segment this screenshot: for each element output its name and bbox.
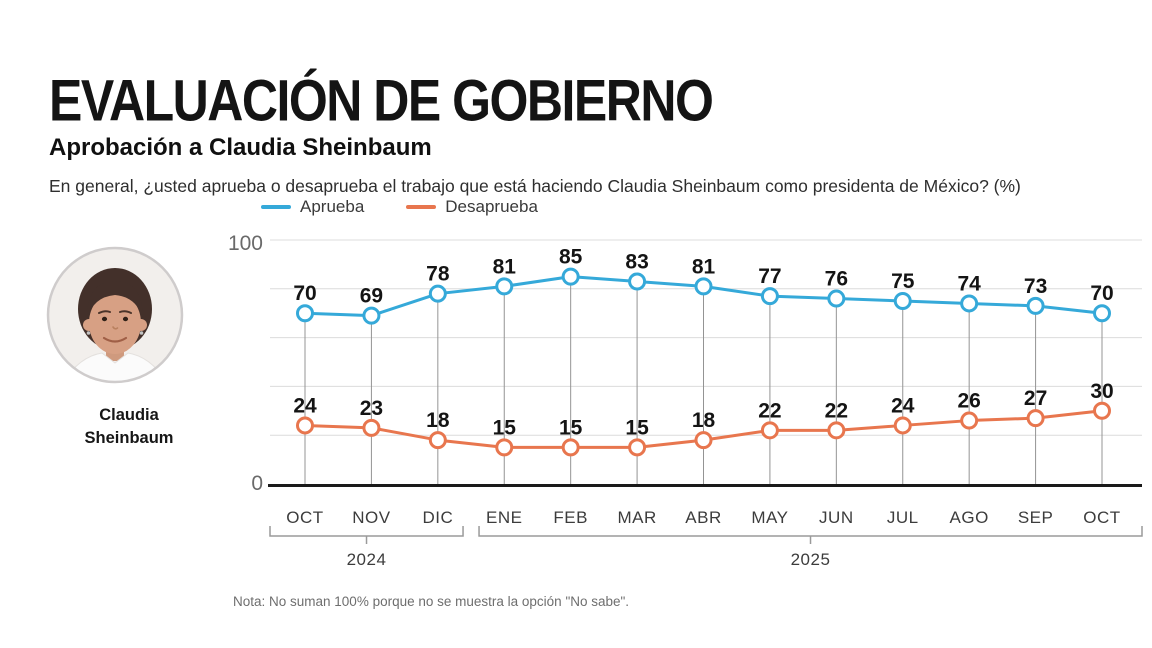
- aprueba-point-marker: [428, 284, 447, 303]
- desaprueba-point-marker: [893, 416, 912, 435]
- person-name: Claudia Sheinbaum: [49, 404, 209, 450]
- desaprueba-value-label: 24: [293, 394, 317, 417]
- desaprueba-point-marker: [760, 421, 779, 440]
- desaprueba-value-label: 24: [891, 394, 915, 417]
- month-label: JUN: [819, 508, 854, 527]
- aprueba-point-marker: [1093, 304, 1111, 323]
- aprueba-value-label: 81: [493, 255, 517, 278]
- month-label: JUL: [887, 508, 919, 527]
- month-label: MAY: [751, 508, 788, 527]
- desaprueba-point-marker: [694, 431, 713, 450]
- aprueba-line-swatch: [261, 205, 291, 209]
- month-label: DIC: [422, 508, 453, 527]
- aprueba-value-label: 69: [360, 285, 383, 308]
- month-label: MAR: [617, 508, 656, 527]
- desaprueba-value-label: 22: [758, 399, 781, 422]
- aprueba-value-label: 81: [692, 255, 716, 278]
- desaprueba-value-label: 22: [825, 399, 848, 422]
- desaprueba-value-label: 18: [426, 409, 450, 432]
- aprueba-value-label: 85: [559, 246, 583, 269]
- aprueba-value-label: 76: [825, 268, 848, 291]
- y-tick-label: 100: [228, 232, 263, 255]
- month-label: SEP: [1018, 508, 1054, 527]
- aprueba-point-marker: [296, 304, 314, 323]
- desaprueba-point-marker: [495, 438, 514, 457]
- legend-item-desaprueba: Desaprueba: [406, 197, 538, 217]
- desaprueba-point-marker: [1093, 401, 1111, 420]
- desaprueba-point-marker: [296, 416, 314, 435]
- aprueba-point-marker: [628, 272, 647, 291]
- aprueba-value-label: 74: [957, 272, 981, 295]
- claudia-sheinbaum-photo: [45, 245, 185, 385]
- desaprueba-value-label: 15: [493, 416, 517, 439]
- aprueba-value-label: 75: [891, 270, 915, 293]
- y-tick-label: 0: [251, 472, 263, 495]
- legend-label-desaprueba: Desaprueba: [445, 197, 538, 216]
- aprueba-point-marker: [960, 294, 979, 313]
- desaprueba-point-marker: [1026, 409, 1045, 428]
- year-label: 2024: [347, 550, 387, 569]
- page-title: EVALUACIÓN DE GOBIERNO: [49, 68, 714, 133]
- aprueba-point-marker: [827, 289, 846, 308]
- aprueba-point-marker: [561, 267, 580, 286]
- desaprueba-value-label: 27: [1024, 387, 1047, 410]
- desaprueba-value-label: 23: [360, 397, 383, 420]
- month-label: OCT: [286, 508, 323, 527]
- desaprueba-value-label: 18: [692, 409, 716, 432]
- desaprueba-point-marker: [827, 421, 846, 440]
- aprueba-value-label: 73: [1024, 275, 1047, 298]
- legend-label-aprueba: Aprueba: [300, 197, 365, 216]
- aprueba-value-label: 70: [293, 282, 316, 305]
- aprueba-point-marker: [362, 306, 381, 325]
- aprueba-value-label: 77: [758, 265, 781, 288]
- legend-item-aprueba: Aprueba: [261, 197, 364, 217]
- desaprueba-value-label: 26: [957, 390, 980, 413]
- desaprueba-line-swatch: [406, 205, 437, 209]
- chart-subtitle: Aprobación a Claudia Sheinbaum: [49, 133, 432, 161]
- month-label: AGO: [950, 508, 989, 527]
- aprueba-point-marker: [893, 292, 912, 310]
- month-label: NOV: [352, 508, 391, 527]
- month-label: ENE: [486, 508, 522, 527]
- portrait-illustration: [46, 246, 184, 384]
- chart-canvas: 70 69 78 81 85 83 81 77 76 75 74 73 70 24 23 18 15 15 15 18…: [228, 232, 1143, 569]
- year-bracket: [478, 526, 1143, 537]
- aprueba-value-label: 78: [426, 263, 450, 286]
- desaprueba-point-marker: [561, 438, 580, 457]
- aprueba-point-marker: [760, 287, 779, 306]
- aprueba-value-label: 70: [1090, 282, 1113, 305]
- desaprueba-point-marker: [960, 411, 979, 430]
- approval-line-chart: 70 69 78 81 85 83 81 77 76 75 74 73 70 24 23 18 15 15 15 18…: [225, 225, 1145, 577]
- desaprueba-value-label: 15: [625, 416, 649, 439]
- aprueba-point-marker: [1026, 296, 1045, 315]
- person-name-line2: Sheinbaum: [84, 429, 174, 447]
- aprueba-point-marker: [495, 277, 514, 296]
- desaprueba-point-marker: [362, 418, 381, 437]
- desaprueba-point-marker: [428, 431, 447, 450]
- aprueba-value-label: 83: [625, 250, 648, 273]
- month-label: ABR: [685, 508, 721, 527]
- month-label: OCT: [1083, 508, 1120, 527]
- person-name-line1: Claudia: [99, 406, 159, 424]
- month-label: FEB: [553, 508, 588, 527]
- year-bracket: [269, 526, 464, 537]
- desaprueba-point-marker: [628, 438, 647, 457]
- survey-question: En general, ¿usted aprueba o desaprueba …: [49, 175, 1021, 196]
- footnote: Nota: No suman 100% porque no se muestra…: [233, 593, 630, 609]
- legend: Aprueba Desaprueba: [261, 197, 538, 217]
- desaprueba-value-label: 30: [1090, 380, 1113, 403]
- desaprueba-value-label: 15: [559, 416, 583, 439]
- year-label: 2025: [791, 550, 831, 569]
- aprueba-point-marker: [694, 277, 713, 296]
